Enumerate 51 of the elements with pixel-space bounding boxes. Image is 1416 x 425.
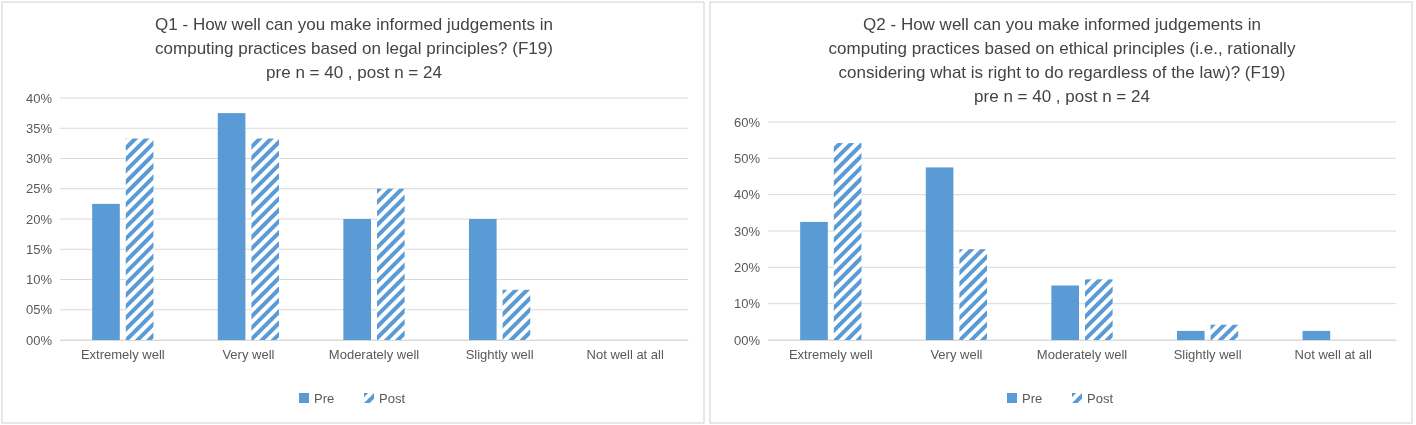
bar: [217, 113, 246, 340]
y-tick-label: 15%: [25, 241, 53, 257]
bar: [1302, 330, 1331, 340]
legend-label: Post: [1087, 391, 1114, 406]
bar: [1085, 279, 1113, 340]
bar: [377, 188, 405, 340]
x-tick-label: Slightly well: [1173, 347, 1242, 363]
y-tick-label: 40%: [25, 90, 53, 106]
chart-subtitle: pre n = 40 , post n = 24: [266, 63, 442, 82]
y-tick-label: 20%: [733, 259, 761, 275]
bar: [92, 203, 120, 340]
y-tick-label: 05%: [25, 302, 53, 318]
y-tick-label: 20%: [25, 211, 53, 227]
x-tick-label: Not well at all: [1294, 347, 1372, 363]
chart-title: Q1 - How well can you make informed judgements in computing practices based on legal principles? (F19): [155, 15, 553, 58]
x-tick-label: Slightly well: [465, 347, 534, 363]
y-tick-label: 35%: [25, 120, 53, 136]
bar: [1210, 324, 1239, 340]
y-tick-label: 50%: [733, 150, 761, 166]
x-tick-label: Very well: [222, 347, 275, 363]
bar: [1051, 285, 1079, 340]
chart-title: Q2 - How well can you make informed judgements in computing practices based on ethical principles (i.e., rationally considering what is right to do regardless of the law)? (F19): [828, 15, 1296, 82]
bar: [925, 167, 954, 340]
x-tick-label: Very well: [930, 347, 983, 363]
x-tick-label: Extremely well: [788, 347, 873, 363]
y-tick-label: 10%: [733, 296, 761, 312]
x-tick-label: Extremely well: [80, 347, 165, 363]
y-tick-label: 25%: [25, 181, 53, 197]
y-tick-label: 30%: [733, 223, 761, 239]
y-tick-label: 60%: [733, 114, 761, 130]
x-tick-label: Moderately well: [1036, 347, 1128, 363]
chart-subtitle: pre n = 40 , post n = 24: [974, 87, 1150, 106]
legend-label: Pre: [1022, 391, 1043, 406]
bar: [125, 138, 154, 340]
y-tick-label: 40%: [733, 187, 761, 203]
bar: [833, 143, 862, 340]
y-tick-label: 00%: [733, 332, 761, 348]
bar: [251, 138, 280, 340]
x-tick-label: Not well at all: [586, 347, 664, 363]
x-tick-label: Moderately well: [328, 347, 420, 363]
y-tick-label: 10%: [25, 272, 53, 288]
bar: [468, 219, 497, 340]
bar: [959, 249, 988, 340]
y-tick-label: 00%: [25, 332, 53, 348]
bar: [800, 221, 828, 340]
legend-label: Post: [379, 391, 406, 406]
bar: [1176, 330, 1205, 340]
bar: [502, 289, 531, 340]
bar: [343, 219, 371, 340]
legend-label: Pre: [314, 391, 335, 406]
y-tick-label: 30%: [25, 151, 53, 167]
